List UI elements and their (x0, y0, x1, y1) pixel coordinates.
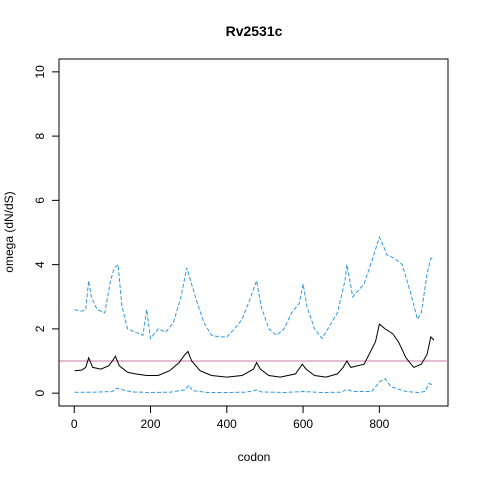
y-axis: 0 2 4 6 8 10 (33, 65, 60, 396)
y-tick-label: 10 (33, 65, 47, 79)
series-line-3 (74, 378, 435, 394)
series-layer (74, 235, 435, 394)
y-tick-label: 4 (33, 261, 47, 268)
x-axis-label: codon (238, 450, 271, 464)
y-axis-label: omega (dN/dS) (2, 191, 16, 272)
y-tick-label: 0 (33, 389, 47, 396)
chart-title: Rv2531c (226, 23, 283, 39)
x-tick-label: 200 (141, 417, 161, 431)
x-tick-label: 600 (293, 417, 313, 431)
series-line-1 (74, 323, 435, 378)
plot-frame (58, 58, 449, 407)
x-axis: 0 200 400 600 800 (71, 405, 390, 431)
y-tick-label: 8 (33, 132, 47, 139)
x-tick-label: 400 (217, 417, 237, 431)
x-tick-label: 800 (369, 417, 389, 431)
y-tick-label: 6 (33, 197, 47, 204)
y-tick-label: 2 (33, 325, 47, 332)
x-tick-label: 0 (71, 417, 78, 431)
series-line-2 (74, 235, 434, 340)
